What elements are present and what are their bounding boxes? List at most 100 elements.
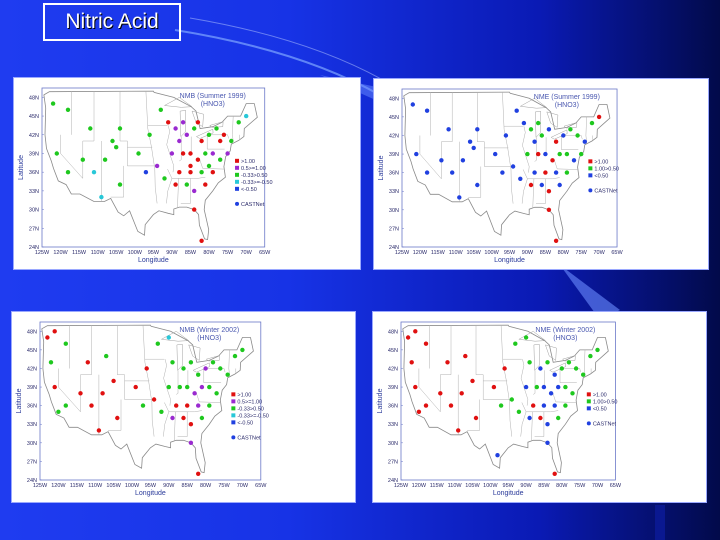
station-marker xyxy=(510,164,516,169)
legend-label: 0.5>=1.00 xyxy=(241,166,266,172)
panel-subtitle: (HNO3) xyxy=(197,335,221,342)
state-border xyxy=(584,349,586,375)
state-border xyxy=(195,391,221,403)
legend-label: 0.5>=1.00 xyxy=(237,399,262,405)
station-marker xyxy=(159,409,164,414)
station-marker xyxy=(495,453,500,458)
x-axis-label: Longitude xyxy=(494,257,525,264)
station-marker xyxy=(525,151,530,157)
station-marker xyxy=(471,145,476,151)
state-border xyxy=(142,325,155,437)
lat-tick-label: 39N xyxy=(27,385,37,391)
station-marker xyxy=(203,366,208,371)
station-marker xyxy=(545,422,550,427)
station-marker xyxy=(195,120,201,125)
legend-swatch xyxy=(586,399,591,404)
station-marker xyxy=(52,329,57,334)
station-marker xyxy=(563,384,568,390)
lon-tick-label: 65W xyxy=(259,250,271,256)
station-marker xyxy=(236,120,241,125)
station-marker xyxy=(556,384,561,390)
state-border xyxy=(467,399,480,431)
station-marker xyxy=(195,157,201,162)
station-marker xyxy=(166,120,171,125)
station-marker xyxy=(416,409,422,414)
station-marker xyxy=(155,341,160,346)
station-marker xyxy=(559,366,564,371)
station-marker xyxy=(532,170,537,175)
map-frame xyxy=(39,321,262,481)
legend-swatch xyxy=(235,179,240,184)
station-marker xyxy=(184,132,189,137)
station-marker xyxy=(539,133,544,138)
station-marker xyxy=(438,391,443,396)
station-marker xyxy=(589,120,595,126)
station-marker xyxy=(405,335,411,340)
legend-swatch xyxy=(235,158,240,163)
state-border xyxy=(533,370,536,395)
lat-tick-label: 39N xyxy=(389,152,399,158)
station-marker xyxy=(177,170,182,175)
station-marker xyxy=(99,194,104,200)
lat-tick-label: 48N xyxy=(388,329,398,335)
lat-tick-label: 42N xyxy=(389,133,399,139)
legend-swatch xyxy=(588,159,593,164)
station-marker xyxy=(536,151,541,157)
station-marker xyxy=(531,403,536,408)
state-border xyxy=(532,178,535,208)
station-marker xyxy=(514,108,519,113)
station-marker xyxy=(563,403,568,408)
lat-tick-label: 42N xyxy=(388,366,398,372)
legend-swatch xyxy=(231,406,236,411)
legend-label: >1.00 xyxy=(237,392,251,398)
state-border xyxy=(177,411,188,437)
station-marker xyxy=(556,415,561,421)
station-marker xyxy=(459,391,464,396)
lat-tick-label: 27N xyxy=(389,226,399,232)
station-marker xyxy=(541,403,547,408)
lat-tick-label: 36N xyxy=(388,404,398,410)
lon-tick-label: 125W xyxy=(394,483,409,489)
station-marker xyxy=(188,360,194,365)
panel-nme-winter: 48N 45N 42N 39N 36N 33N 30N 27N 24N 125W 120W 115W 1… xyxy=(372,311,707,503)
state-border xyxy=(502,92,514,204)
station-marker xyxy=(174,403,179,408)
state-border xyxy=(562,368,581,373)
station-marker xyxy=(192,391,197,396)
lake-outline xyxy=(563,122,578,129)
panel-subtitle: (HNO3) xyxy=(553,335,577,342)
station-marker xyxy=(196,403,201,408)
legend-label: <0.50 xyxy=(593,406,607,412)
lon-tick-label: 75W xyxy=(574,483,586,489)
state-border xyxy=(536,178,546,204)
station-marker xyxy=(539,182,544,188)
network-label: CASTNet xyxy=(241,202,265,208)
station-marker xyxy=(546,127,552,132)
station-marker xyxy=(573,366,579,371)
station-marker xyxy=(538,415,543,421)
station-marker xyxy=(543,151,548,157)
lon-tick-label: 110W xyxy=(88,483,103,489)
legend-label: >1.00 xyxy=(593,392,607,398)
station-marker xyxy=(173,182,178,187)
station-marker xyxy=(166,384,171,390)
network-label: CASTNet xyxy=(593,421,617,427)
station-marker xyxy=(546,207,552,212)
station-marker xyxy=(460,158,466,163)
lon-tick-label: 100W xyxy=(128,250,143,256)
network-marker xyxy=(586,421,591,426)
station-marker xyxy=(184,182,189,187)
station-marker xyxy=(151,397,157,402)
station-marker xyxy=(550,158,555,163)
lake-outline xyxy=(192,362,210,373)
lake-outline xyxy=(188,344,201,361)
state-border xyxy=(552,391,577,403)
station-marker xyxy=(192,126,197,131)
lon-tick-label: 65W xyxy=(255,483,267,489)
lake-outline xyxy=(160,331,190,342)
state-border xyxy=(419,135,442,179)
lon-tick-label: 100W xyxy=(483,483,498,489)
station-marker xyxy=(88,126,93,131)
lon-tick-label: 75W xyxy=(222,250,234,256)
